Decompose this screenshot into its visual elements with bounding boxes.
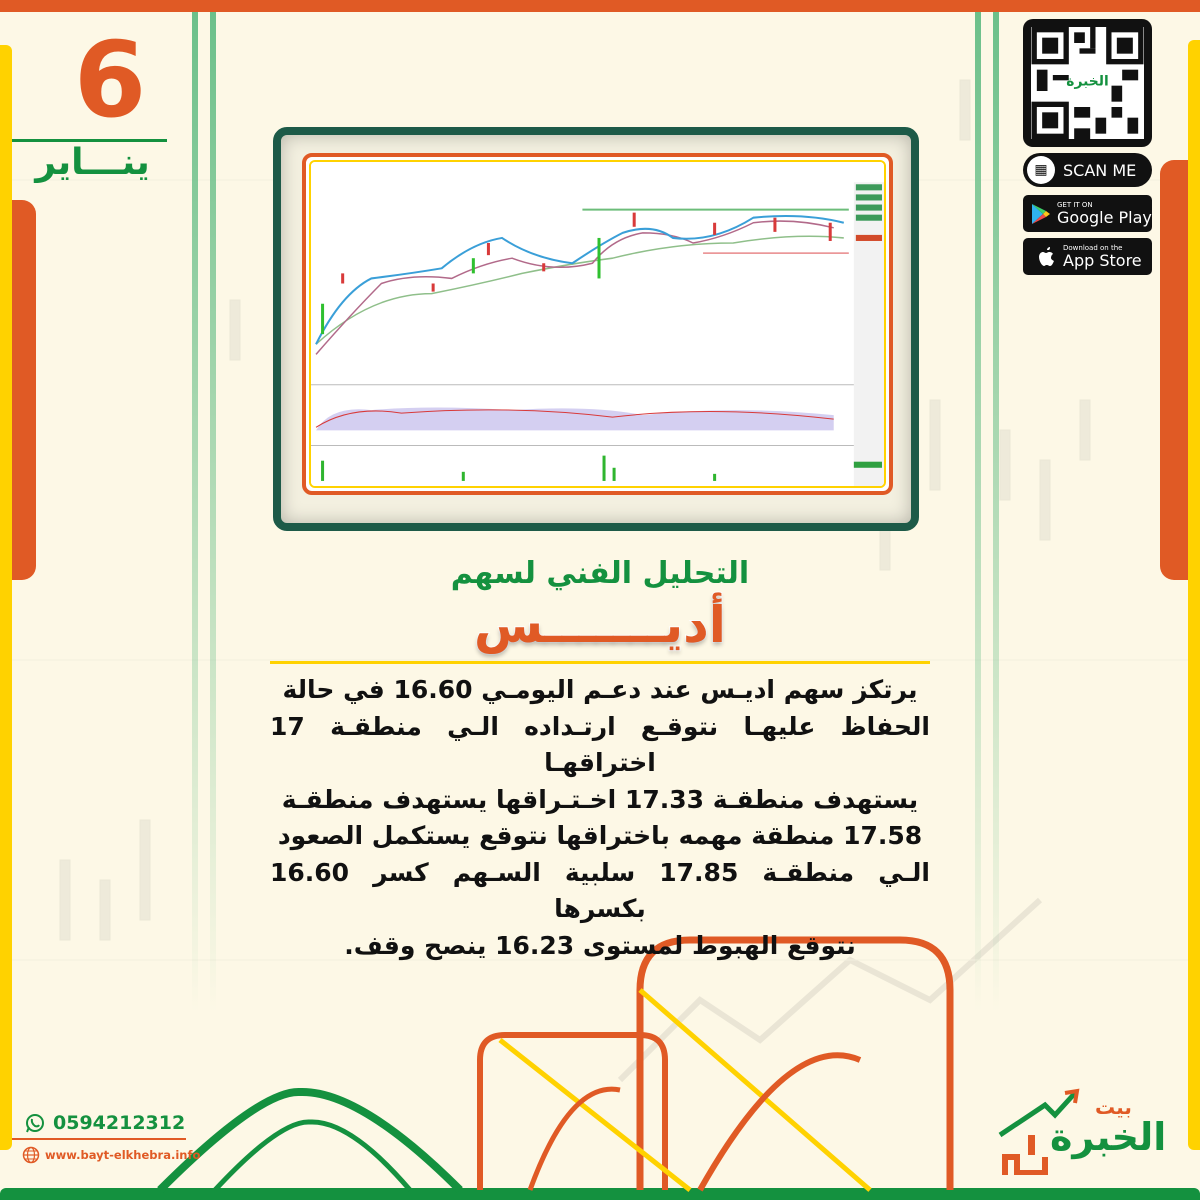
whatsapp-icon (26, 1114, 44, 1133)
google-play-icon (1032, 203, 1050, 224)
logo-word-khebra: الخبرة (1050, 1115, 1167, 1159)
date-month: ينـــاير (35, 142, 150, 183)
analysis-line: يستهدف منطقـة 17.33 اخـتـراقها يستهدف من… (281, 784, 919, 814)
left-yellow-bar (0, 45, 12, 1150)
bottom-accent-bar (0, 1188, 1200, 1200)
scan-me-badge[interactable]: ▦ SCAN ME (1023, 153, 1152, 187)
date-divider (12, 139, 167, 142)
website-url: www.bayt-elkhebra.info (45, 1148, 201, 1162)
analysis-line: الحفاظ عليهـا نتوقـع ارتـداده الـي منطقـ… (270, 711, 930, 778)
google-play-button[interactable]: GET IT ON Google Play (1023, 195, 1152, 232)
stock-chart-image (302, 153, 893, 495)
analysis-line: يرتكز سهم اديـس عند دعـم اليومـي 16.60 ف… (282, 675, 918, 704)
qr-pattern: الخبرة (1031, 27, 1144, 139)
green-stripe (210, 12, 216, 1012)
qr-logo: الخبرة (1066, 74, 1108, 90)
contact-divider (12, 1138, 186, 1140)
logo-word-bayt: بيت (1095, 1095, 1132, 1119)
title-divider (270, 661, 930, 664)
apple-icon (1039, 246, 1054, 266)
stock-name: أديـــــــس (473, 595, 727, 655)
green-stripe (975, 12, 981, 1012)
globe-icon (22, 1146, 40, 1164)
green-stripe (993, 12, 999, 1012)
qr-code[interactable]: الخبرة (1023, 19, 1152, 147)
website-link[interactable]: www.bayt-elkhebra.info (22, 1146, 200, 1164)
left-orange-bar (12, 200, 36, 580)
date-day: 6 (73, 19, 147, 141)
app-store-button[interactable]: Download on the App Store (1023, 238, 1152, 275)
title-line: التحليل الفني لسهم (450, 556, 750, 591)
store-icon: ▦ (1027, 156, 1055, 184)
analysis-line: 17.58 منطقة مهمه باختراقها نتوقع يستكمل … (277, 821, 923, 850)
right-yellow-bar (1188, 40, 1200, 1150)
brand-logo-house (998, 1088, 1080, 1175)
analysis-text: يرتكز سهم اديـس عند دعـم اليومـي 16.60 ف… (270, 672, 930, 964)
right-orange-bar (1160, 160, 1188, 580)
green-stripe (192, 12, 198, 1012)
analysis-line: الـي منطقـة 17.85 سلبية السـهم كسر 16.60… (270, 857, 930, 924)
google-small-label: GET IT ON (1057, 201, 1093, 209)
phone-number: 0594212312 (53, 1112, 186, 1134)
phone-contact[interactable]: 0594212312 (25, 1112, 185, 1134)
apple-big-label: App Store (1063, 251, 1142, 270)
google-big-label: Google Play (1057, 208, 1152, 227)
stock-chart-screenshot (311, 162, 884, 486)
top-accent-bar (0, 0, 1200, 12)
apple-small-label: Download on the (1063, 244, 1123, 252)
scan-me-label: SCAN ME (1063, 160, 1137, 180)
analysis-line: نتوقع الهبوط لمستوى 16.23 ينصح وقف. (344, 930, 856, 960)
